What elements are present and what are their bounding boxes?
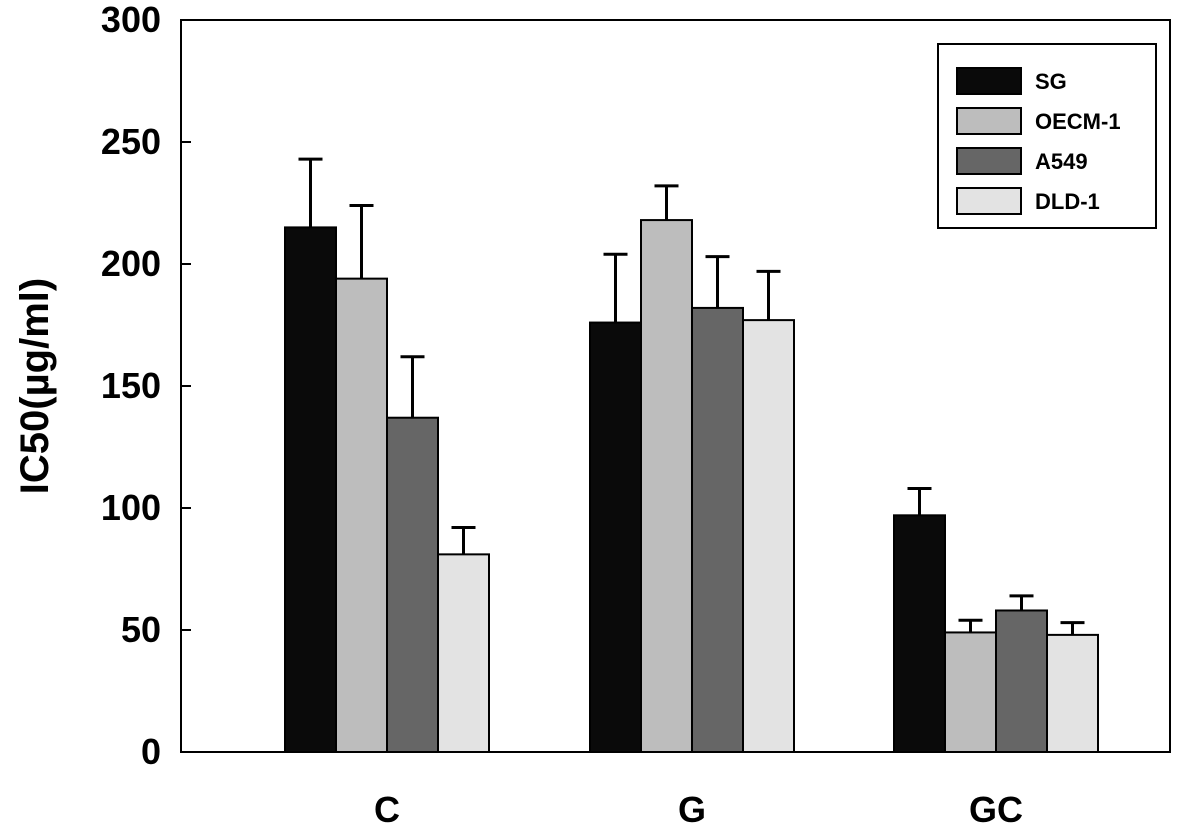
bar-oecm-1-g — [640, 219, 693, 753]
bar-oecm-1-c — [335, 277, 388, 753]
legend-label-a549: A549 — [1035, 149, 1088, 174]
bar-a549-gc — [995, 609, 1048, 753]
bar-sg-g — [589, 321, 642, 753]
legend-swatch-sg — [956, 67, 1022, 95]
y-tick-label: 300 — [101, 0, 161, 40]
bars — [284, 157, 1099, 754]
bar-oecm-1-gc — [944, 631, 997, 753]
legend: SG OECM-1 A549 DLD-1 — [937, 43, 1157, 229]
y-tick-label: 250 — [101, 121, 161, 162]
x-category-label: GC — [969, 789, 1023, 830]
bar-sg-gc — [893, 514, 946, 753]
y-tick-label: 150 — [101, 365, 161, 406]
bar-dld-1-c — [437, 553, 490, 753]
bar-sg-c — [284, 226, 337, 753]
x-axis: C G GC — [374, 742, 1023, 830]
legend-swatch-oecm-1 — [956, 107, 1022, 135]
y-axis: 0 50 100 150 200 250 300 — [101, 0, 191, 772]
y-axis-title: IC50(µg/ml) — [13, 278, 57, 494]
legend-swatch-a549 — [956, 147, 1022, 175]
legend-swatch-dld-1 — [956, 187, 1022, 215]
x-category-label: C — [374, 789, 400, 830]
y-tick-label: 50 — [121, 609, 161, 650]
x-category-label: G — [678, 789, 706, 830]
y-tick-label: 100 — [101, 487, 161, 528]
bar-a549-g — [691, 306, 744, 753]
bar-dld-1-gc — [1046, 633, 1099, 754]
bar-a549-c — [386, 416, 439, 753]
bar-dld-1-g — [742, 319, 795, 753]
y-tick-label: 200 — [101, 243, 161, 284]
legend-label-oecm-1: OECM-1 — [1035, 109, 1121, 134]
legend-label-sg: SG — [1035, 69, 1067, 94]
legend-label-dld-1: DLD-1 — [1035, 189, 1100, 214]
y-tick-label: 0 — [141, 731, 161, 772]
